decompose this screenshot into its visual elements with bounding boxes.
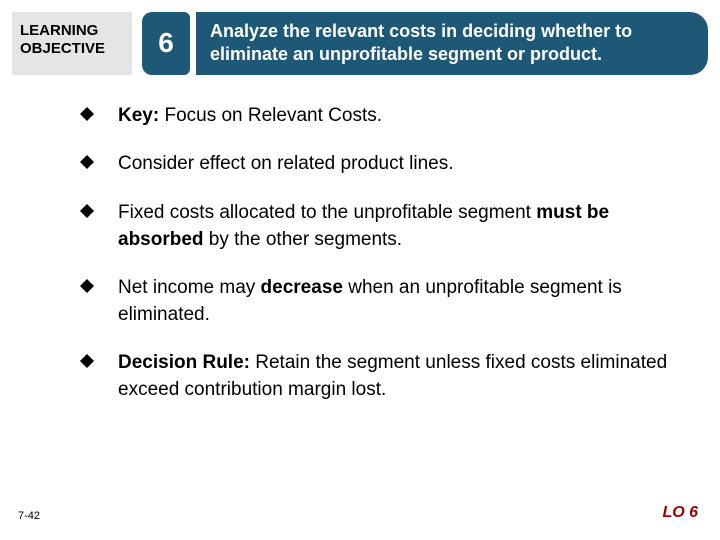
header-row: LEARNING OBJECTIVE 6 Analyze the relevan… bbox=[0, 0, 720, 75]
objective-number: 6 bbox=[158, 27, 174, 59]
bullet-item: Fixed costs allocated to the unprofitabl… bbox=[80, 200, 670, 253]
bullet-item: Net income may decrease when an unprofit… bbox=[80, 275, 670, 328]
diamond-bullet-icon bbox=[80, 354, 94, 368]
bullet-text: Decision Rule: Retain the segment unless… bbox=[118, 350, 670, 403]
lo-footer: LO 6 bbox=[662, 504, 698, 522]
diamond-bullet-icon bbox=[80, 107, 94, 121]
bullet-item: Decision Rule: Retain the segment unless… bbox=[80, 350, 670, 403]
page-number: 7-42 bbox=[18, 510, 40, 522]
diamond-bullet-icon bbox=[80, 204, 94, 218]
bullet-item: Key: Focus on Relevant Costs. bbox=[80, 103, 670, 130]
bullet-list: Key: Focus on Relevant Costs. Consider ef… bbox=[0, 75, 720, 404]
bullet-text: Fixed costs allocated to the unprofitabl… bbox=[118, 200, 670, 253]
label-line2: OBJECTIVE bbox=[20, 40, 105, 57]
bullet-text: Key: Focus on Relevant Costs. bbox=[118, 103, 382, 130]
diamond-bullet-icon bbox=[80, 279, 94, 293]
label-line1: LEARNING bbox=[20, 22, 98, 39]
diamond-bullet-icon bbox=[80, 155, 94, 169]
objective-text: Analyze the relevant costs in deciding w… bbox=[196, 12, 708, 75]
objective-number-badge: 6 bbox=[142, 12, 190, 75]
bullet-item: Consider effect on related product lines… bbox=[80, 151, 670, 178]
bullet-text: Net income may decrease when an unprofit… bbox=[118, 275, 670, 328]
bullet-text: Consider effect on related product lines… bbox=[118, 151, 454, 178]
learning-objective-label: LEARNING OBJECTIVE bbox=[12, 12, 132, 75]
